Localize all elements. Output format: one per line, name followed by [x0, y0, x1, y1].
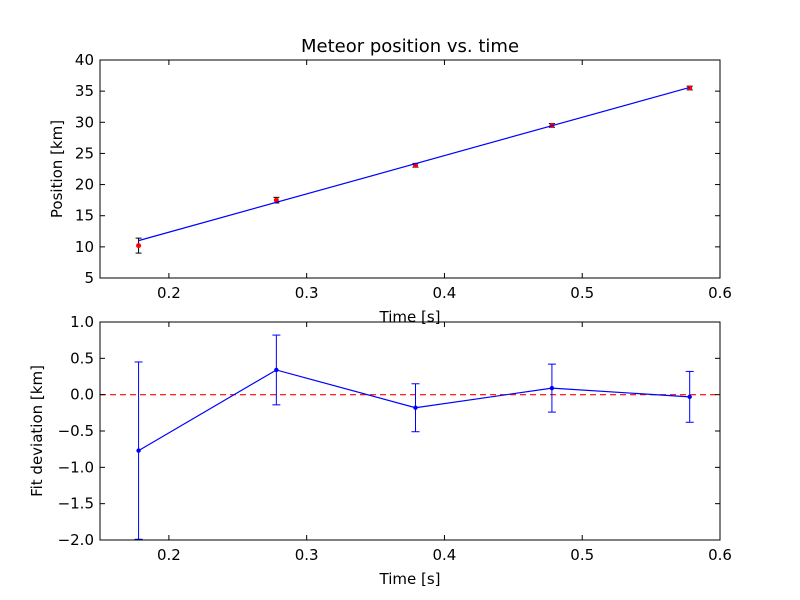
data-point: [549, 385, 555, 391]
position-ytick-label: 15: [75, 207, 94, 225]
deviation-line: [138, 369, 690, 452]
position-xtick-label: 0.5: [570, 284, 594, 302]
data-point: [136, 243, 142, 249]
position-ytick-label: 25: [75, 144, 94, 162]
position-xtick-label: 0.4: [433, 284, 457, 302]
deviation-ytick-label: −0.5: [58, 422, 94, 440]
deviation-plot-xlabel: Time [s]: [379, 570, 441, 588]
fit-line: [138, 86, 690, 242]
deviation-ytick-label: −1.5: [58, 495, 94, 513]
deviation-plot-frame: [99, 321, 721, 541]
data-point: [687, 85, 693, 91]
deviation-ytick-label: 0.0: [70, 386, 94, 404]
deviation-xtick-label: 0.5: [570, 546, 594, 564]
data-point: [136, 448, 141, 453]
deviation-ytick-label: 0.5: [70, 349, 94, 367]
deviation-plot-ylabel: Fit deviation [km]: [28, 365, 46, 497]
deviation-ytick-label: −1.0: [58, 458, 94, 476]
position-plot-frame: [99, 59, 721, 279]
data-point: [274, 367, 279, 373]
position-ytick-label: 40: [75, 51, 94, 69]
deviation-ytick-label: −2.0: [58, 531, 94, 549]
position-ytick-label: 10: [75, 238, 94, 256]
deviation-xtick-label: 0.6: [708, 546, 732, 564]
deviation-xtick-label: 0.4: [433, 546, 457, 564]
position-ytick-label: 30: [75, 113, 94, 131]
deviation-plot: Time [s] Fit deviation [km] 0.2 0.3 0.4 0.5…: [28, 313, 732, 588]
position-xtick-label: 0.6: [708, 284, 732, 302]
position-ytick-label: 20: [75, 176, 94, 194]
data-point: [413, 405, 418, 410]
position-xtick-label: 0.3: [295, 284, 319, 302]
deviation-ytick-label: 1.0: [70, 313, 94, 331]
position-plot: Meteor position vs. time Time [s] Positi…: [48, 36, 732, 326]
position-plot-title: Meteor position vs. time: [301, 36, 519, 57]
deviation-xtick-label: 0.3: [295, 546, 319, 564]
position-ytick-label: 35: [75, 82, 94, 100]
position-plot-xlabel: Time [s]: [379, 308, 441, 326]
position-plot-ylabel: Position [km]: [48, 120, 66, 218]
position-ytick-label: 5: [84, 269, 94, 287]
data-point: [687, 394, 692, 400]
position-xtick-label: 0.2: [157, 284, 181, 302]
deviation-xtick-label: 0.2: [157, 546, 181, 564]
